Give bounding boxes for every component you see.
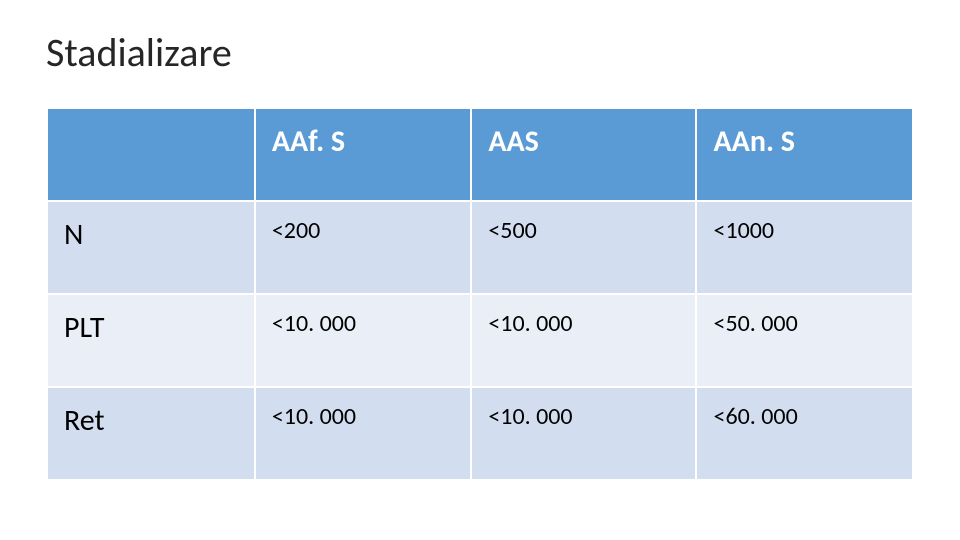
- cell: <10. 000: [255, 387, 472, 480]
- table-row: PLT <10. 000 <10. 000 <50. 000: [47, 294, 913, 387]
- cell: <1000: [696, 201, 913, 294]
- cell: <50. 000: [696, 294, 913, 387]
- col-header-aas: AAS: [471, 108, 696, 201]
- cell: <500: [471, 201, 696, 294]
- cell: <10. 000: [471, 387, 696, 480]
- col-header-blank: [47, 108, 255, 201]
- table-row: N <200 <500 <1000: [47, 201, 913, 294]
- col-header-aafs: AAf. S: [255, 108, 472, 201]
- row-label: Ret: [47, 387, 255, 480]
- table-row: Ret <10. 000 <10. 000 <60. 000: [47, 387, 913, 480]
- cell: <60. 000: [696, 387, 913, 480]
- page-title: Stadializare: [46, 28, 914, 77]
- cell: <10. 000: [255, 294, 472, 387]
- row-label: PLT: [47, 294, 255, 387]
- cell: <200: [255, 201, 472, 294]
- cell: <10. 000: [471, 294, 696, 387]
- slide: Stadializare AAf. S AAS AAn. S N <200 <5…: [0, 0, 960, 540]
- col-header-aans: AAn. S: [696, 108, 913, 201]
- row-label: N: [47, 201, 255, 294]
- staging-table: AAf. S AAS AAn. S N <200 <500 <1000 PLT …: [46, 107, 914, 481]
- table-header-row: AAf. S AAS AAn. S: [47, 108, 913, 201]
